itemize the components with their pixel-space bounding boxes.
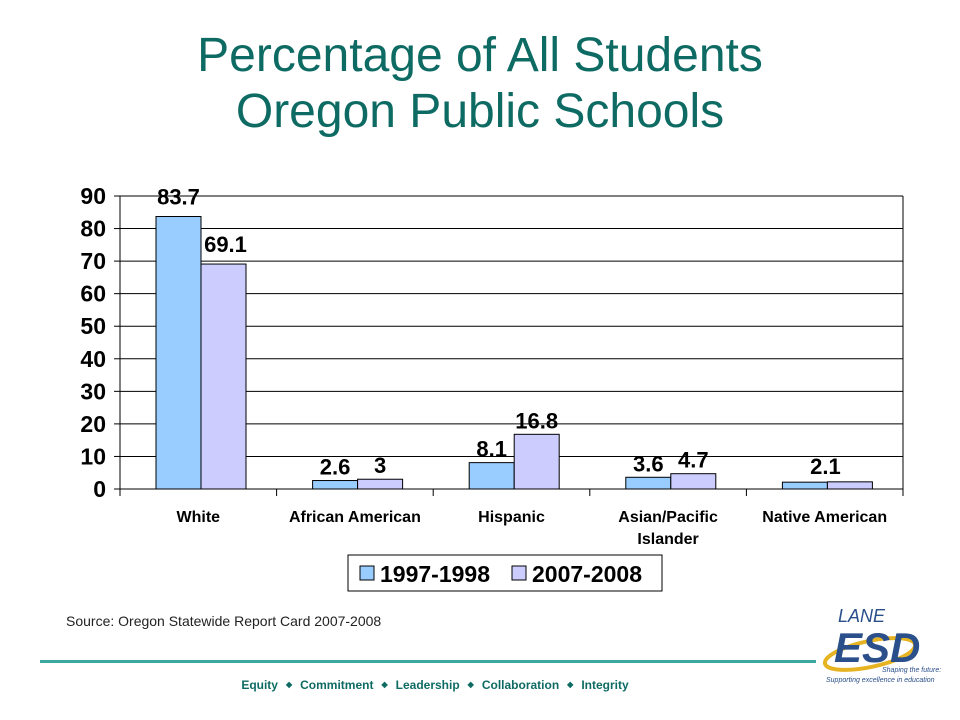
lane-esd-logo: LANE ESD Shaping the future: Supporting … <box>822 606 941 684</box>
bar-chart: 83.769.1 2.6 3 8.1 16.8 3.6 4.7 2.1 0 10 20 30 40 50… <box>80 183 904 592</box>
y-tick-label: 60 <box>80 281 106 307</box>
title-line-1: Percentage of All Students <box>197 29 763 82</box>
source-note: Source: Oregon Statewide Report Card 200… <box>66 613 382 629</box>
data-label: 4.7 <box>678 448 709 473</box>
data-label: 69.1 <box>204 232 247 257</box>
y-tick-label: 10 <box>80 443 106 469</box>
footer-value: Collaboration <box>481 678 560 692</box>
footer-value: Leadership <box>395 678 460 692</box>
category-label: Islander <box>637 531 698 548</box>
bar <box>625 476 672 490</box>
bar <box>155 216 202 490</box>
data-label: 3 <box>374 453 386 478</box>
data-label: 83.7 <box>157 185 200 210</box>
bar <box>468 462 515 490</box>
data-label: 16.8 <box>515 408 558 433</box>
bars <box>155 216 873 490</box>
footer-separator-icon: ◆ <box>285 680 293 689</box>
logo-tagline-1: Shaping the future: <box>882 667 941 674</box>
y-tick-label: 50 <box>80 313 106 339</box>
footer-separator-icon: ◆ <box>467 680 474 689</box>
legend-box <box>347 554 663 592</box>
logo-tagline-2: Supporting excellence in education <box>826 677 935 684</box>
logo-word-main: ESD <box>834 624 920 671</box>
category-label: Asian/Pacific <box>618 509 718 526</box>
bar <box>670 473 717 490</box>
legend-label: 2007-2008 <box>532 561 642 587</box>
footer-value: Integrity <box>581 678 629 692</box>
gridlines <box>120 195 903 457</box>
y-tick-label: 80 <box>80 216 106 242</box>
footer-value: Commitment <box>300 678 374 692</box>
y-tick-label: 90 <box>80 183 106 209</box>
category-label: Hispanic <box>478 509 545 526</box>
bar <box>312 480 359 490</box>
y-tick-label: 70 <box>80 248 106 274</box>
data-label: 8.1 <box>476 437 507 462</box>
bar <box>200 263 247 490</box>
legend-swatch <box>359 565 375 581</box>
data-label: 3.6 <box>633 451 664 476</box>
footer-value: Equity <box>241 678 278 692</box>
y-tick-label: 40 <box>80 346 106 372</box>
slide-title: Percentage of All Students Oregon Public… <box>0 28 960 140</box>
bar <box>826 481 873 490</box>
legend: 1997-1998 2007-2008 <box>347 554 663 592</box>
data-labels: 83.769.1 2.6 3 8.1 16.8 3.6 4.7 2.1 <box>157 185 841 480</box>
data-label: 2.1 <box>810 454 841 479</box>
bar <box>513 433 560 490</box>
bar <box>357 478 404 490</box>
bar <box>781 481 828 490</box>
y-tick-label: 30 <box>80 378 106 404</box>
axes: 0 10 20 30 40 50 60 70 80 90 White African American… <box>80 183 904 548</box>
category-label: Native American <box>762 509 887 526</box>
category-label: African American <box>289 509 421 526</box>
footer-divider <box>40 660 816 663</box>
data-label: 2.6 <box>320 455 351 480</box>
title-line-2: Oregon Public Schools <box>235 85 725 138</box>
legend-label: 1997-1998 <box>380 561 490 587</box>
legend-swatch <box>511 565 527 581</box>
logo-word-top: LANE <box>838 606 886 626</box>
footer-separator-icon: ◆ <box>567 680 574 689</box>
category-label: White <box>177 509 221 526</box>
y-tick-label: 0 <box>93 476 106 502</box>
footer-separator-icon: ◆ <box>381 680 388 689</box>
footer-values: Equity ◆ Commitment ◆ Leadership ◆ Collaborati… <box>0 678 870 692</box>
logo-swoosh <box>822 636 918 672</box>
y-tick-label: 20 <box>80 411 106 437</box>
